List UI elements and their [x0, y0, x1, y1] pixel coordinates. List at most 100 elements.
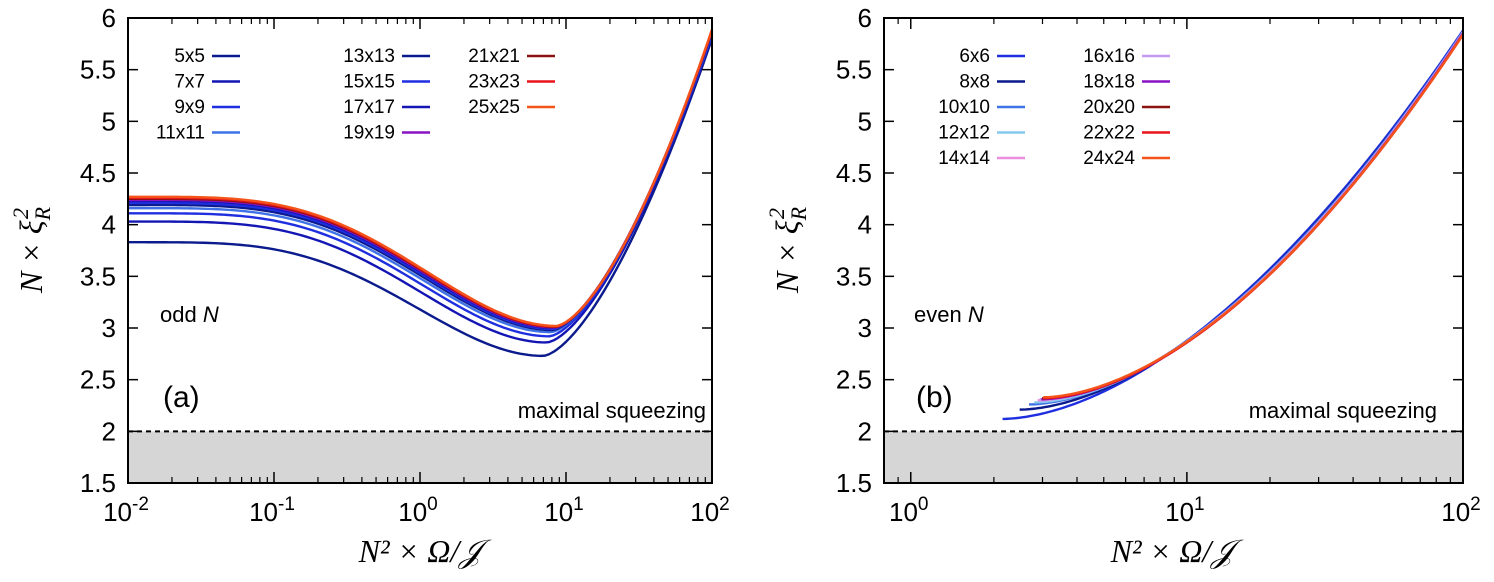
panel-b-label: (b): [916, 381, 953, 414]
panel-a-annotation: odd N: [160, 302, 219, 327]
series-line-5x5: [128, 38, 714, 358]
b-x-tick-label: 101: [1165, 494, 1205, 527]
legend-label-16x16: 16x16: [1083, 46, 1135, 67]
b-y-tick-label: 4.5: [836, 158, 872, 188]
panel-a-annotation-word: odd: [160, 302, 197, 327]
panel-a-label: (a): [163, 381, 200, 414]
legend-label-15x15: 15x15: [343, 72, 395, 93]
panel-a-y-label-sub: R: [30, 206, 55, 221]
panel-a-x-axis-label: N² × Ω/𝒥: [358, 533, 493, 569]
legend-label-6x6: 6x6: [959, 46, 990, 67]
b-y-tick-label: 2: [858, 416, 872, 446]
legend-label-22x22: 22x22: [1083, 123, 1135, 144]
a-y-tick-label: 3.5: [80, 261, 116, 291]
panel-b: 100 101 102 1.522.533.544.555.56 maximal s…: [764, 3, 1481, 569]
legend-label-25x25: 25x25: [468, 97, 520, 118]
a-y-tick-label: 2.5: [80, 365, 116, 395]
a-x-tick-exp: 0: [427, 494, 438, 515]
a-x-tick-base: 10: [690, 497, 719, 527]
b-y-tick-label: 3.5: [836, 261, 872, 291]
a-x-tick-exp: -1: [278, 494, 295, 515]
series-line-13x13: [128, 32, 714, 332]
b-x-tick-label: 102: [1441, 494, 1481, 527]
panel-b-curves: [1002, 29, 1465, 421]
legend-label-10x10: 10x10: [938, 97, 990, 118]
b-x-tick-base: 10: [1165, 497, 1194, 527]
legend-label-7x7: 7x7: [174, 72, 205, 93]
b-y-tick-label: 2.5: [836, 365, 872, 395]
b-x-tick-base: 10: [889, 497, 918, 527]
a-y-tick-label: 4: [102, 210, 116, 240]
legend-label-19x19: 19x19: [343, 123, 395, 144]
legend-label-24x24: 24x24: [1083, 148, 1135, 169]
b-y-tick-label: 5: [858, 106, 872, 136]
a-y-tick-label: 3: [102, 313, 116, 343]
panel-b-y-axis-label: N × ξR2: [764, 206, 811, 294]
a-x-tick-base: 10: [398, 497, 427, 527]
b-x-tick-exp: 0: [918, 494, 929, 515]
a-y-tick-label: 4.5: [80, 158, 116, 188]
legend-label-17x17: 17x17: [343, 97, 395, 118]
panel-a-y-label-sup: 2: [8, 208, 33, 219]
b-y-tick-label: 6: [858, 3, 872, 33]
legend-label-5x5: 5x5: [174, 46, 205, 67]
b-y-tick-label: 3: [858, 313, 872, 343]
panel-b-annotation-word: even: [914, 302, 962, 327]
panel-b-annotation: even N: [914, 302, 984, 327]
panel-b-y-label-main: N × ξ: [769, 220, 805, 294]
panel-b-y-label-sup: 2: [764, 208, 789, 219]
b-x-tick-base: 10: [1441, 497, 1470, 527]
panel-a-reference-label: maximal squeezing: [518, 398, 706, 423]
panel-a-annotation-var: N: [203, 302, 219, 327]
b-x-tick-exp: 1: [1194, 494, 1205, 515]
b-y-tick-label: 5.5: [836, 55, 872, 85]
legend-label-18x18: 18x18: [1083, 72, 1135, 93]
series-line-24x24: [1043, 33, 1464, 399]
a-x-tick-label: 102: [690, 494, 730, 527]
b-x-tick-exp: 2: [1470, 494, 1481, 515]
legend-label-12x12: 12x12: [938, 123, 990, 144]
panel-b-y-ticks: 1.5 2 2.5 3 3.5 4 4.5 5 5.5 6: [836, 3, 1463, 498]
panel-a-y-label-main: N × ξ: [13, 220, 49, 294]
series-line-7x7: [128, 36, 714, 344]
a-x-tick-label: 10-2: [103, 494, 149, 527]
panel-a-x-ticks: 10-2 10-1 100 101 102: [103, 18, 730, 527]
legend-label-9x9: 9x9: [174, 97, 205, 118]
legend-label-21x21: 21x21: [468, 46, 520, 67]
legend-label-14x14: 14x14: [938, 148, 990, 169]
legend-label-20x20: 20x20: [1083, 97, 1135, 118]
panel-b-x-axis-label: N² × Ω/𝒥: [1110, 533, 1245, 569]
panel-a-y-ticks: 1.5 2 2.5 3 3.5 4 4.5 5 5.5 6: [80, 3, 712, 498]
series-line-11x11: [128, 33, 714, 334]
panel-b-x-ticks: 100 101 102: [883, 18, 1481, 527]
a-x-tick-base: 10: [544, 497, 573, 527]
a-x-tick-exp: -2: [132, 494, 149, 515]
panel-a: 10-2 10-1 100 101 102 1.522.533.544.555.56 m…: [8, 3, 730, 569]
a-x-tick-label: 101: [544, 494, 584, 527]
panel-b-annotation-var: N: [968, 302, 984, 327]
legend-label-8x8: 8x8: [959, 72, 990, 93]
a-y-tick-label: 5: [102, 106, 116, 136]
legend-label-11x11: 11x11: [156, 123, 205, 144]
a-x-tick-label: 10-1: [249, 494, 295, 527]
series-line-23x23: [128, 30, 714, 328]
a-x-tick-exp: 1: [573, 494, 584, 515]
panel-b-frame: [883, 17, 1464, 484]
b-y-tick-label: 4: [858, 210, 872, 240]
b-y-tick-label: 1.5: [836, 468, 872, 498]
a-x-tick-base: 10: [103, 497, 132, 527]
a-x-tick-exp: 2: [719, 494, 730, 515]
panel-b-reference-label: maximal squeezing: [1249, 398, 1437, 423]
legend-label-13x13: 13x13: [343, 46, 395, 67]
series-line-6x6: [1002, 29, 1464, 421]
panel-a-y-axis-label: N × ξR2: [8, 206, 55, 294]
panel-a-legend: 5x5 7x7 9x9 11x11 13x13 15x15 17x17 19x19 21x21 2…: [156, 46, 555, 144]
series-line-25x25: [128, 28, 714, 328]
panel-b-y-label-sub: R: [786, 206, 811, 221]
legend-label-23x23: 23x23: [468, 72, 520, 93]
a-y-tick-label: 6: [102, 3, 116, 33]
panel-b-shaded-region: [884, 431, 1463, 483]
a-x-tick-label: 100: [398, 494, 438, 527]
panel-a-curves: [128, 28, 714, 358]
